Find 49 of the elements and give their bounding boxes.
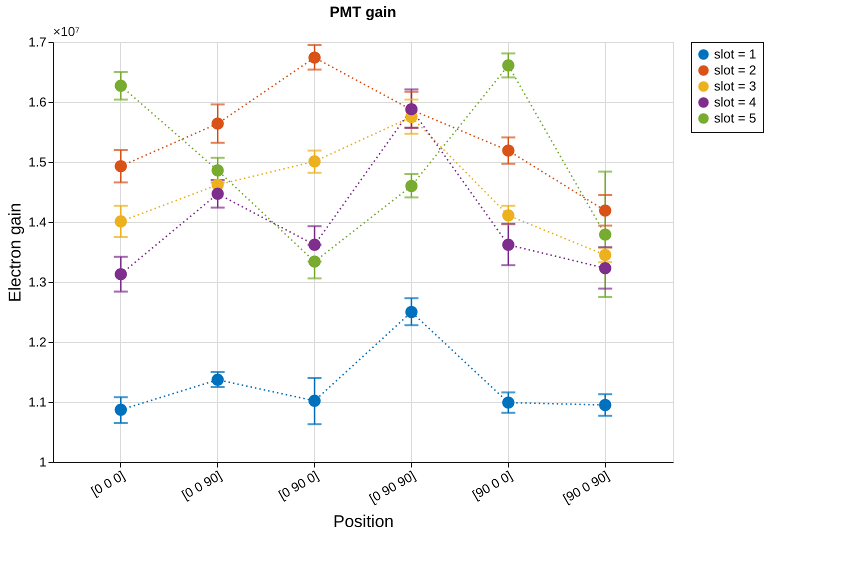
legend-label: slot = 4 xyxy=(714,94,756,110)
point xyxy=(308,155,321,168)
point xyxy=(308,394,321,407)
point xyxy=(114,268,127,280)
x-axis-title: Position xyxy=(333,512,394,532)
y-tick-label: 1.1 xyxy=(28,394,46,410)
point xyxy=(114,404,127,416)
x-tick-label: [0 90 0] xyxy=(276,468,322,502)
legend-label: slot = 3 xyxy=(714,78,756,94)
y-tick-label: 1.7 xyxy=(28,34,46,50)
y-tick-label: 1.2 xyxy=(28,334,46,350)
point xyxy=(308,255,321,268)
point xyxy=(212,164,224,177)
y-tick-label: 1.3 xyxy=(28,274,46,290)
point xyxy=(599,262,612,274)
point xyxy=(114,215,127,228)
x-tick-label: [0 90 90] xyxy=(366,468,418,506)
legend-label: slot = 1 xyxy=(714,46,756,62)
point xyxy=(599,248,612,262)
point xyxy=(599,204,612,217)
point xyxy=(114,160,127,172)
point xyxy=(212,188,224,200)
x-tick-label: [90 0 90] xyxy=(560,468,612,506)
legend-label: slot = 2 xyxy=(714,62,756,78)
chart-title: PMT gain xyxy=(330,4,396,21)
x-tick-label: [0 0 0] xyxy=(88,468,128,499)
y-tick-label: 1.6 xyxy=(28,94,46,110)
point xyxy=(599,228,612,241)
point xyxy=(405,306,418,318)
point xyxy=(212,117,224,130)
point xyxy=(502,396,514,409)
text: ×10⁷ xyxy=(53,24,80,39)
y-tick-label: 1.4 xyxy=(28,214,46,230)
point xyxy=(114,80,127,92)
point xyxy=(308,51,321,64)
x-tick-label: [90 0 0] xyxy=(470,468,515,502)
y-axis-title: Electron gain xyxy=(5,202,24,302)
point xyxy=(502,59,514,72)
x-tick-label: [0 0 90] xyxy=(179,468,224,502)
point xyxy=(212,374,224,386)
legend-label: slot = 5 xyxy=(714,110,756,126)
y-tick-label: 1 xyxy=(39,454,46,470)
point xyxy=(405,180,418,192)
point xyxy=(599,398,612,412)
point xyxy=(308,238,321,251)
y-tick-label: 1.5 xyxy=(28,154,46,170)
point xyxy=(502,209,514,222)
point xyxy=(502,238,514,251)
point xyxy=(502,144,514,157)
